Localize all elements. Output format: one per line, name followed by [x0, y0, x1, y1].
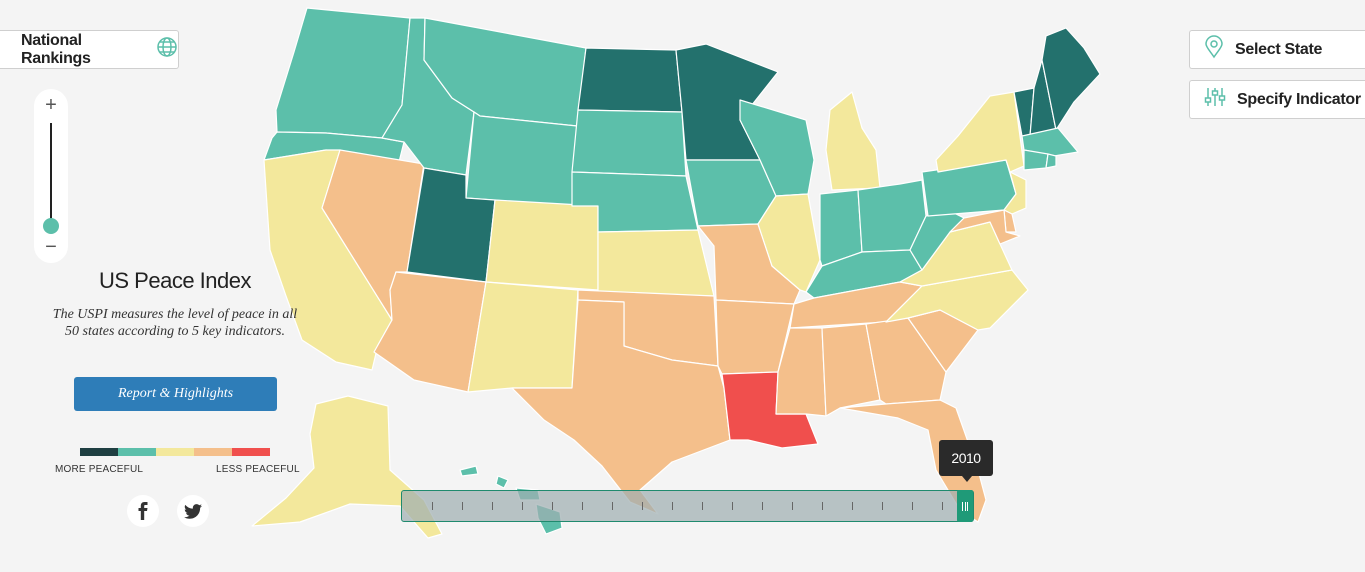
page-description: The USPI measures the level of peace in … [52, 307, 298, 339]
state-new-york[interactable] [935, 91, 1025, 173]
timeline-tick [642, 502, 643, 510]
state-arizona[interactable] [373, 271, 487, 393]
timeline-tick [552, 502, 553, 510]
globe-icon [156, 36, 178, 63]
legend-more-peaceful-label: MORE PEACEFUL [55, 464, 144, 475]
timeline-tick [492, 502, 493, 510]
state-rhode-island[interactable] [1045, 153, 1057, 169]
state-south-dakota[interactable] [571, 109, 687, 177]
state-maryland[interactable] [949, 209, 1021, 245]
zoom-out-button[interactable]: − [45, 236, 57, 258]
state-connecticut[interactable] [1023, 149, 1049, 171]
timeline-tick [942, 502, 943, 510]
timeline-tick [762, 502, 763, 510]
specify-indicator-label: Specify Indicator [1237, 90, 1361, 108]
timeline-tick [882, 502, 883, 510]
page-title: US Peace Index [99, 268, 251, 293]
zoom-in-button[interactable]: + [45, 94, 57, 116]
timeline-tick [792, 502, 793, 510]
legend-less-peaceful-label: LESS PEACEFUL [216, 464, 300, 475]
state-california[interactable] [263, 149, 393, 371]
twitter-button[interactable] [177, 495, 209, 527]
state-illinois[interactable] [757, 193, 821, 293]
zoom-track[interactable] [50, 123, 52, 225]
timeline-tick [732, 502, 733, 510]
legend-swatch [80, 448, 118, 456]
facebook-icon [138, 502, 148, 520]
state-maine[interactable] [1041, 27, 1101, 131]
national-rankings-button[interactable]: National Rankings [0, 30, 179, 69]
facebook-button[interactable] [127, 495, 159, 527]
state-colorado[interactable] [485, 199, 599, 291]
timeline-tick [522, 502, 523, 510]
timeline-tick [852, 502, 853, 510]
timeline-tick [432, 502, 433, 510]
timeline-tick [462, 502, 463, 510]
legend-swatch [118, 448, 156, 456]
select-state-button[interactable]: Select State [1189, 30, 1365, 69]
state-hawaii[interactable] [459, 465, 563, 535]
state-new-mexico[interactable] [467, 281, 579, 393]
timeline-tick [582, 502, 583, 510]
timeline-tick [912, 502, 913, 510]
zoom-handle[interactable] [43, 218, 59, 234]
state-north-dakota[interactable] [577, 47, 683, 113]
legend-swatch [156, 448, 194, 456]
timeline-tick [612, 502, 613, 510]
select-state-label: Select State [1235, 40, 1323, 58]
state-alaska[interactable] [251, 395, 443, 539]
map-pin-icon [1204, 35, 1224, 64]
timeline-tick [672, 502, 673, 510]
twitter-icon [184, 503, 202, 519]
year-tooltip: 2010 [939, 440, 993, 482]
specify-indicator-button[interactable]: Specify Indicator [1189, 80, 1365, 119]
legend-swatch [232, 448, 270, 456]
report-highlights-button[interactable]: Report & Highlights [74, 377, 277, 411]
sliders-icon [1204, 86, 1226, 113]
zoom-control: + − [34, 89, 68, 263]
timeline-tick [702, 502, 703, 510]
legend-swatch [194, 448, 232, 456]
timeline-slider[interactable] [401, 490, 974, 522]
state-kansas[interactable] [597, 229, 715, 297]
state-massachusetts[interactable] [1021, 127, 1079, 157]
state-wyoming[interactable] [465, 111, 578, 207]
national-rankings-label: National Rankings [21, 31, 91, 67]
timeline-handle[interactable] [957, 490, 973, 522]
state-michigan[interactable] [825, 91, 881, 191]
timeline-tick [822, 502, 823, 510]
state-pennsylvania[interactable] [921, 159, 1017, 217]
state-washington[interactable] [275, 7, 411, 139]
state-alabama[interactable] [821, 323, 881, 417]
color-legend [80, 448, 270, 456]
